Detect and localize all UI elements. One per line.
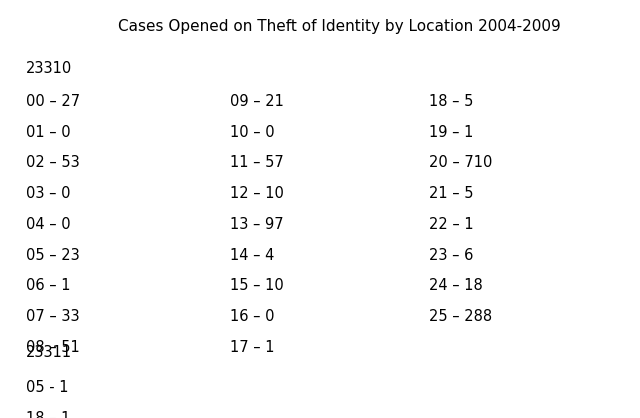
Text: 19 – 1: 19 – 1 bbox=[429, 125, 473, 140]
Text: 02 – 53: 02 – 53 bbox=[26, 155, 79, 171]
Text: 05 - 1: 05 - 1 bbox=[26, 380, 68, 395]
Text: 00 – 27: 00 – 27 bbox=[26, 94, 80, 109]
Text: 15 – 10: 15 – 10 bbox=[230, 278, 284, 293]
Text: 07 – 33: 07 – 33 bbox=[26, 309, 79, 324]
Text: 04 – 0: 04 – 0 bbox=[26, 217, 70, 232]
Text: 01 – 0: 01 – 0 bbox=[26, 125, 70, 140]
Text: 03 – 0: 03 – 0 bbox=[26, 186, 70, 201]
Text: 17 – 1: 17 – 1 bbox=[230, 340, 275, 355]
Text: 22 – 1: 22 – 1 bbox=[429, 217, 474, 232]
Text: 10 – 0: 10 – 0 bbox=[230, 125, 275, 140]
Text: 21 – 5: 21 – 5 bbox=[429, 186, 474, 201]
Text: 23310: 23310 bbox=[26, 61, 72, 76]
Text: 16 – 0: 16 – 0 bbox=[230, 309, 275, 324]
Text: 06 – 1: 06 – 1 bbox=[26, 278, 70, 293]
Text: Cases Opened on Theft of Identity by Location 2004-2009: Cases Opened on Theft of Identity by Loc… bbox=[118, 19, 561, 34]
Text: 14 – 4: 14 – 4 bbox=[230, 247, 275, 263]
Text: 12 – 10: 12 – 10 bbox=[230, 186, 284, 201]
Text: 11 – 57: 11 – 57 bbox=[230, 155, 284, 171]
Text: 23311: 23311 bbox=[26, 345, 72, 360]
Text: 25 – 288: 25 – 288 bbox=[429, 309, 492, 324]
Text: 24 – 18: 24 – 18 bbox=[429, 278, 483, 293]
Text: 09 – 21: 09 – 21 bbox=[230, 94, 284, 109]
Text: 20 – 710: 20 – 710 bbox=[429, 155, 492, 171]
Text: 23 – 6: 23 – 6 bbox=[429, 247, 473, 263]
Text: 05 – 23: 05 – 23 bbox=[26, 247, 79, 263]
Text: 18 – 1: 18 – 1 bbox=[26, 411, 70, 418]
Text: 18 – 5: 18 – 5 bbox=[429, 94, 473, 109]
Text: 08 – 51: 08 – 51 bbox=[26, 340, 79, 355]
Text: 13 – 97: 13 – 97 bbox=[230, 217, 284, 232]
